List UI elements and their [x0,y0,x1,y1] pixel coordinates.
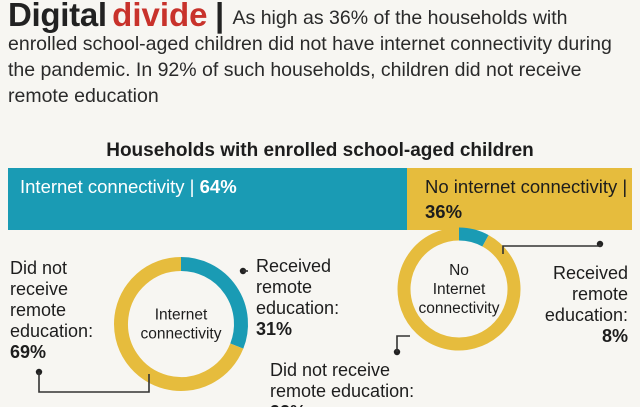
donut-internet-not-received-label-line: remote [10,300,66,320]
title-separator: | [214,0,225,33]
donut-internet-received-label-line: Received [256,256,331,276]
donut-no-internet-received-label-line: education: [545,305,628,325]
donut-internet-received-label-line: remote [256,277,312,297]
donut-internet-center-label: Internet [155,307,208,324]
headline-subtitle: As high as 36% of the households with en… [8,7,612,107]
donut-internet-received-label-line: education: [256,298,339,318]
leader-line [38,372,150,393]
donut-no-internet-not-received-label-line: remote education: [270,381,414,401]
bar-category-internet: Internet connectivity [20,176,185,197]
bar-label-no-internet: No internet connectivity | 36% [425,176,628,222]
bar-category-no-internet: No internet connectivity [425,176,618,197]
donut-no-internet-slice-received [458,227,489,247]
donut-internet-slice-received [180,257,248,349]
bar-segment-internet: Internet connectivity | 64% [8,168,407,230]
leader-line [396,335,410,352]
donut-no-internet-center-label: No [449,262,469,279]
donut-no-internet-received-label-value: 8% [602,326,628,346]
donut-internet-not-received-label-line: receive [10,279,68,299]
donut-internet-received-label-value: 31% [256,319,292,339]
donut-no-internet-slice-not-received [397,227,521,351]
donut-no-internet-not-received-label-line: Did not receive [270,360,390,380]
donut-no-internet-not-received-label-value: 92% [270,402,306,407]
headline: Digital divide | As high as 36% of the h… [8,0,634,109]
bar-value-no-internet: 36% [425,201,463,222]
donut-internet-center-label: connectivity [141,326,222,343]
donut-no-internet-center-label: connectivity [419,300,500,317]
leader-line [502,244,601,254]
bar-segment-no-internet: No internet connectivity | 36% [407,168,632,230]
title-main: Digital [8,0,107,33]
donut-internet-not-received-label-line: Did not [10,258,67,278]
donut-no-internet-received-label-line: remote [572,284,628,304]
donut-internet-not-received-label-line: education: [10,321,93,341]
bar-value-internet: 64% [199,176,237,197]
donut-no-internet-center-label: Internet [433,281,486,298]
title-accent: divide [112,0,208,33]
chart-title: Households with enrolled school-aged chi… [106,140,534,161]
donut-internet-not-received-label-value: 69% [10,342,46,362]
donut-internet-slice-not-received [114,257,244,391]
donut-no-internet-received-label-line: Received [553,263,628,283]
bar-label-internet: Internet connectivity | 64% [20,176,237,197]
